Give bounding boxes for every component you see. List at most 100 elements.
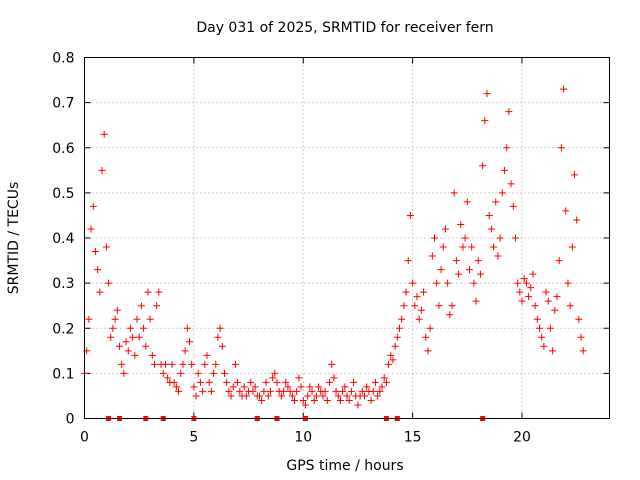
- data-point: [409, 279, 417, 287]
- y-tick-label: 0.7: [52, 96, 74, 112]
- data-point: [415, 315, 423, 323]
- data-point: [212, 360, 220, 368]
- y-tick-label: 0.3: [52, 276, 74, 292]
- data-point: [330, 374, 338, 382]
- data-point: [527, 284, 535, 292]
- data-point: [170, 378, 178, 386]
- data-point: [476, 270, 484, 278]
- data-point: [89, 202, 97, 210]
- data-point: [295, 374, 303, 382]
- data-point: [367, 396, 375, 404]
- data-point: [131, 351, 139, 359]
- data-point: [520, 275, 528, 283]
- data-point: [579, 347, 587, 355]
- data-point: [525, 293, 533, 301]
- data-point: [540, 342, 548, 350]
- data-point: [431, 234, 438, 242]
- data-point: [216, 324, 224, 332]
- data-point: [308, 387, 316, 395]
- data-point: [536, 324, 543, 332]
- data-point: [181, 347, 189, 355]
- data-point: [277, 392, 285, 400]
- data-point: [424, 347, 432, 355]
- data-point: [575, 315, 583, 323]
- data-point: [577, 333, 585, 341]
- data-point: [190, 383, 198, 391]
- data-point: [323, 396, 331, 404]
- data-point: [573, 216, 581, 224]
- data-point: [269, 374, 277, 382]
- data-point: [161, 360, 169, 368]
- data-point: [321, 387, 329, 395]
- x-axis-title: GPS time / hours: [286, 458, 403, 474]
- data-point: [231, 360, 239, 368]
- data-point: [428, 252, 436, 260]
- data-point: [406, 211, 414, 219]
- data-point: [490, 243, 498, 251]
- data-point: [350, 378, 358, 386]
- x-tick-label: 15: [404, 430, 422, 446]
- data-point: [354, 401, 362, 409]
- x-tick-label: 10: [294, 430, 312, 446]
- data-point: [376, 387, 384, 395]
- data-point: [207, 387, 215, 395]
- data-point: [461, 234, 469, 242]
- data-point: [148, 351, 156, 359]
- data-point: [129, 333, 137, 341]
- data-point: [326, 378, 333, 386]
- chart-title: Day 031 of 2025, SRMTID for receiver fer…: [196, 20, 493, 36]
- data-point: [568, 243, 576, 251]
- data-point: [389, 356, 397, 364]
- data-point: [487, 225, 495, 233]
- data-point: [266, 387, 274, 395]
- data-point: [140, 324, 148, 332]
- data-point: [522, 279, 530, 287]
- data-point: [312, 392, 320, 400]
- data-point: [382, 378, 390, 386]
- data-point: [192, 392, 200, 400]
- data-point: [470, 279, 478, 287]
- data-point: [341, 383, 349, 391]
- data-point: [441, 225, 449, 233]
- data-point: [111, 315, 119, 323]
- data-point: [227, 392, 235, 400]
- data-point: [369, 387, 377, 395]
- data-point: [509, 202, 517, 210]
- plot-frame: [84, 57, 610, 419]
- data-point: [400, 302, 408, 310]
- data-point: [546, 324, 554, 332]
- data-point: [172, 383, 180, 391]
- data-point: [538, 333, 546, 341]
- data-point: [457, 220, 465, 228]
- grid: [84, 57, 610, 419]
- data-point: [452, 257, 460, 265]
- data-point: [273, 378, 281, 386]
- data-point: [358, 387, 366, 395]
- data-point: [417, 306, 425, 314]
- data-point: [260, 387, 268, 395]
- data-point: [328, 360, 336, 368]
- data-point: [450, 189, 458, 197]
- data-point: [345, 396, 353, 404]
- data-point: [194, 369, 202, 377]
- data-point: [135, 333, 143, 341]
- data-point: [282, 378, 290, 386]
- data-point: [387, 351, 395, 359]
- data-point: [306, 383, 314, 391]
- data-point: [459, 243, 467, 251]
- data-point: [113, 306, 121, 314]
- data-point: [557, 144, 565, 152]
- data-point: [398, 315, 406, 323]
- data-point: [116, 342, 123, 350]
- data-point: [549, 347, 557, 355]
- data-point: [385, 360, 393, 368]
- data-point: [533, 315, 541, 323]
- data-point: [223, 378, 231, 386]
- data-point: [205, 378, 213, 386]
- data-point: [516, 288, 524, 296]
- data-point: [507, 180, 515, 188]
- data-point: [411, 302, 419, 310]
- data-point: [433, 279, 441, 287]
